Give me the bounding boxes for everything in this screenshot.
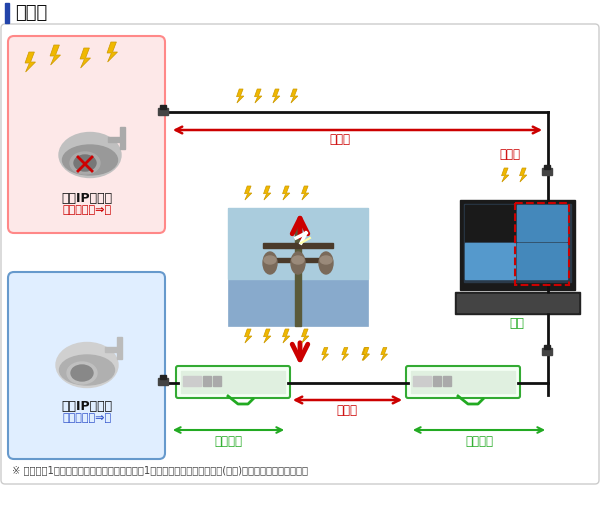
Text: 保護可能性⇒高: 保護可能性⇒高 — [62, 413, 112, 423]
Bar — [544, 345, 550, 349]
Bar — [268, 258, 328, 262]
Ellipse shape — [264, 256, 276, 264]
Polygon shape — [245, 329, 252, 343]
Polygon shape — [302, 186, 309, 200]
Bar — [183, 376, 201, 386]
Bar — [517, 205, 567, 241]
FancyBboxPatch shape — [176, 366, 290, 398]
Polygon shape — [283, 186, 290, 200]
Bar — [515, 203, 569, 285]
Text: 保護区間: 保護区間 — [465, 435, 493, 448]
Polygon shape — [520, 168, 527, 182]
Ellipse shape — [319, 252, 333, 274]
Polygon shape — [502, 168, 509, 182]
Text: 屋外IPカメラ: 屋外IPカメラ — [61, 400, 113, 413]
Ellipse shape — [291, 252, 305, 274]
Bar — [158, 108, 168, 115]
Polygon shape — [272, 89, 280, 103]
Bar — [228, 208, 368, 279]
Bar — [263, 243, 333, 248]
Ellipse shape — [263, 252, 277, 274]
Bar — [5, 3, 9, 23]
FancyBboxPatch shape — [8, 272, 165, 459]
Bar — [181, 371, 285, 393]
Bar — [460, 200, 575, 290]
Text: 保護: 保護 — [509, 317, 524, 330]
FancyBboxPatch shape — [8, 36, 165, 233]
Bar — [465, 205, 515, 241]
Bar — [108, 137, 124, 142]
FancyBboxPatch shape — [406, 366, 520, 398]
Bar — [411, 371, 515, 393]
Polygon shape — [107, 42, 118, 62]
Bar — [465, 243, 515, 279]
Bar — [542, 348, 552, 355]
Bar — [117, 337, 122, 359]
Polygon shape — [50, 45, 61, 65]
FancyBboxPatch shape — [1, 24, 599, 484]
Polygon shape — [254, 89, 262, 103]
Bar — [213, 376, 221, 386]
Bar — [228, 208, 368, 326]
Text: ※ 両端に各1台の設置を推奨しておりますが、1台設置の場合でも該当区間(片側)の保護効果はあります。: ※ 両端に各1台の設置を推奨しておりますが、1台設置の場合でも該当区間(片側)の… — [12, 465, 308, 475]
Bar — [160, 375, 166, 379]
Bar — [455, 292, 580, 314]
Polygon shape — [25, 52, 35, 72]
Polygon shape — [245, 186, 252, 200]
Polygon shape — [322, 347, 329, 360]
Text: 非保護: 非保護 — [337, 404, 358, 417]
Polygon shape — [362, 347, 368, 360]
Polygon shape — [302, 329, 309, 343]
Polygon shape — [263, 186, 271, 200]
Ellipse shape — [71, 365, 93, 381]
Bar — [443, 376, 451, 386]
Ellipse shape — [62, 145, 118, 175]
Text: 屋外IPカメラ: 屋外IPカメラ — [61, 192, 113, 205]
Polygon shape — [363, 347, 370, 360]
Ellipse shape — [292, 256, 304, 264]
Ellipse shape — [74, 155, 96, 171]
Ellipse shape — [59, 132, 121, 177]
Text: 保護区間: 保護区間 — [214, 435, 242, 448]
Polygon shape — [80, 48, 91, 68]
Polygon shape — [290, 89, 298, 103]
Ellipse shape — [67, 362, 97, 384]
Polygon shape — [263, 329, 271, 343]
Bar — [517, 243, 567, 279]
Bar — [413, 376, 431, 386]
Ellipse shape — [70, 152, 100, 174]
Polygon shape — [381, 347, 388, 360]
Bar — [464, 204, 571, 282]
Bar — [295, 228, 301, 326]
Bar — [105, 347, 121, 352]
Text: 損傷可能性⇒高: 損傷可能性⇒高 — [62, 205, 112, 215]
Polygon shape — [236, 89, 244, 103]
Bar — [542, 168, 552, 175]
Bar — [158, 378, 168, 385]
Bar — [457, 294, 578, 312]
Polygon shape — [342, 347, 349, 360]
Text: 非保護: 非保護 — [499, 148, 521, 161]
Text: 構成例: 構成例 — [15, 4, 47, 22]
Text: 非保護: 非保護 — [329, 133, 350, 146]
Ellipse shape — [59, 355, 115, 385]
Ellipse shape — [320, 256, 332, 264]
Bar — [120, 127, 125, 149]
Ellipse shape — [56, 342, 118, 388]
Bar — [544, 165, 550, 169]
Bar — [203, 376, 211, 386]
Bar — [160, 105, 166, 109]
Bar — [433, 376, 441, 386]
Polygon shape — [283, 329, 290, 343]
